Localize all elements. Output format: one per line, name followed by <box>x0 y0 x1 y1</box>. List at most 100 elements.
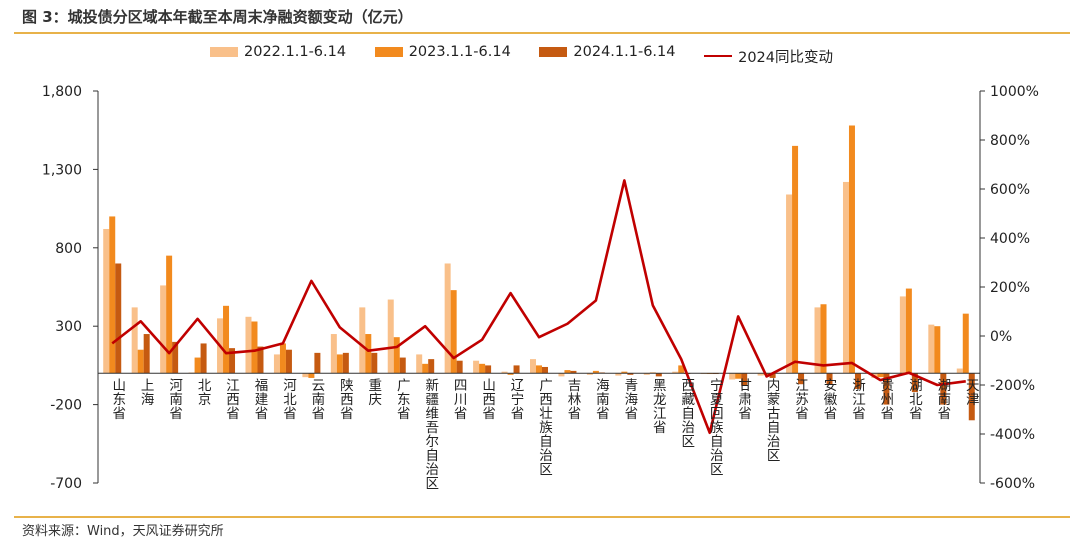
axes-layer: -700 -200 300 800 1,300 1,800 -600% -400% -200% 0… <box>42 84 1039 492</box>
bar-2022-9 <box>359 307 366 374</box>
category-label-11: 新疆维吾尔自治区 <box>422 378 439 490</box>
legend-swatch-2023 <box>374 47 403 57</box>
bar-2024-12 <box>456 360 463 374</box>
figure-title: 图 3：城投债分区域本年截至本周末净融资额变动（亿元） <box>22 8 413 26</box>
category-label-21: 宁夏回族自治区 <box>707 377 724 476</box>
right-axis-tick-label: 600% <box>990 182 1030 198</box>
legend-label-yoy: 2024同比变动 <box>738 49 834 66</box>
category-label-22: 甘肃省 <box>735 378 752 420</box>
legend-label-2023: 2023.1.1-6.14 <box>408 44 511 60</box>
category-label-7: 云南省 <box>308 378 325 420</box>
bar-2024-27 <box>883 373 890 405</box>
bar-2024-22 <box>741 373 748 386</box>
bar-2022-7 <box>302 373 309 378</box>
bar-2024-19 <box>655 373 662 377</box>
legend-item-2023: 2023.1.1-6.14 <box>374 44 511 60</box>
legend-item-2022: 2022.1.1-6.14 <box>210 44 346 60</box>
bar-2022-20 <box>672 371 679 374</box>
bar-2024-28 <box>911 373 918 393</box>
source-note: 资料来源：Wind，天风证券研究所 <box>22 524 224 539</box>
bar-2024-16 <box>570 370 577 374</box>
bar-2024-18 <box>627 373 634 375</box>
category-label-10: 广东省 <box>394 378 411 420</box>
right-axis-tick-label: 800% <box>990 133 1030 149</box>
bar-2023-5 <box>251 321 258 374</box>
category-label-27: 贵州省 <box>877 378 894 420</box>
category-label-0: 山东省 <box>109 378 126 420</box>
bar-2023-14 <box>507 373 514 375</box>
bar-2023-22 <box>735 373 742 379</box>
bar-2024-8 <box>342 352 349 374</box>
left-axis-tick-label: 1,800 <box>42 84 82 100</box>
bar-2024-0 <box>115 263 122 374</box>
category-label-28: 湖北省 <box>906 378 923 420</box>
legend-item-2024: 2024.1.1-6.14 <box>539 44 676 60</box>
bar-2022-17 <box>586 373 593 375</box>
bar-2024-15 <box>542 366 548 374</box>
bar-2023-2 <box>166 255 173 374</box>
bar-2023-15 <box>536 365 542 374</box>
bar-2023-28 <box>905 288 912 374</box>
yoy-line-layer <box>111 179 966 435</box>
left-axis-tick-label: -200 <box>50 398 82 414</box>
category-label-5: 福建省 <box>251 378 268 420</box>
category-label-13: 山西省 <box>479 378 496 420</box>
bar-2023-24 <box>792 145 799 374</box>
bar-2023-4 <box>223 305 230 374</box>
bar-2022-6 <box>273 354 280 374</box>
category-label-30: 天津 <box>963 378 980 406</box>
category-label-14: 辽宁省 <box>508 378 525 420</box>
bar-2024-10 <box>399 357 406 374</box>
bar-2024-6 <box>285 349 292 374</box>
bar-2024-1 <box>143 334 150 374</box>
chart-legend: 2022.1.1-6.14 2023.1.1-6.14 2024.1.1-6.1… <box>210 44 857 67</box>
bar-2022-10 <box>387 299 394 374</box>
bar-2023-11 <box>422 363 429 374</box>
bar-2022-8 <box>330 334 337 374</box>
legend-item-yoy: 2024同比变动 <box>704 46 833 67</box>
bar-2022-1 <box>131 307 138 374</box>
bar-2023-8 <box>336 354 343 374</box>
bar-2023-9 <box>365 334 372 374</box>
bar-2024-13 <box>485 365 492 374</box>
bar-2022-24 <box>786 194 793 374</box>
bar-2022-2 <box>160 285 167 374</box>
bar-2022-23 <box>757 373 764 376</box>
bar-2023-13 <box>479 363 486 374</box>
bar-2022-13 <box>473 360 480 374</box>
bar-2024-9 <box>371 352 378 374</box>
bar-2022-11 <box>416 354 423 374</box>
title-rule <box>14 32 1070 34</box>
bar-2024-11 <box>428 359 435 374</box>
category-label-20: 西藏自治区 <box>678 378 695 448</box>
category-label-3: 北京 <box>195 378 212 406</box>
bar-2022-22 <box>729 373 736 380</box>
bar-2023-10 <box>393 337 400 374</box>
category-label-6: 河北省 <box>280 378 297 420</box>
legend-label-2024: 2024.1.1-6.14 <box>573 44 676 60</box>
category-label-18: 青海省 <box>621 378 638 420</box>
category-label-17: 海南省 <box>593 378 610 420</box>
bar-2023-30 <box>962 313 969 374</box>
bar-2023-26 <box>848 125 855 374</box>
right-axis-tick-label: 400% <box>990 231 1030 247</box>
bar-2023-0 <box>109 216 116 374</box>
right-axis-tick-label: -400% <box>990 427 1035 443</box>
bar-2023-6 <box>279 343 286 374</box>
bar-2022-12 <box>444 263 451 374</box>
category-label-1: 上海 <box>138 378 155 406</box>
bar-2024-4 <box>229 348 236 374</box>
category-labels-layer: 山东省 上海 河南省 北京 江西省 福建省 河北省 云南省 陕西省 重庆 广东省 新疆维吾尔自治区 四川… <box>109 377 979 490</box>
category-label-4: 江西省 <box>223 378 240 420</box>
bar-2024-30 <box>968 373 975 421</box>
bars-layer <box>103 125 975 421</box>
right-axis-tick-label: -200% <box>990 378 1035 394</box>
bar-2024-3 <box>200 343 207 374</box>
bar-2024-5 <box>257 346 264 374</box>
legend-line-yoy <box>704 55 733 57</box>
category-label-8: 陕西省 <box>337 378 354 420</box>
bar-2023-18 <box>621 371 628 374</box>
bar-2022-19 <box>643 373 650 375</box>
bar-2023-16 <box>564 370 571 374</box>
legend-swatch-2024 <box>539 47 568 57</box>
